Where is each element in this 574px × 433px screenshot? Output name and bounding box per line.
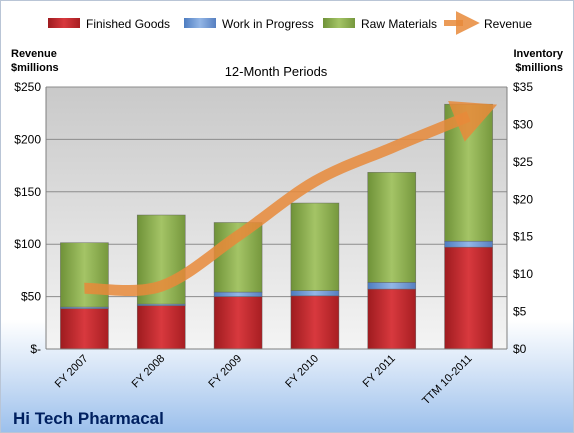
left-axis-label-line1: Revenue [11,48,57,60]
bar-finished-goods [367,288,417,350]
bar-work-in-progress [367,282,417,290]
right-tick-label: $0 [513,342,527,356]
x-tick-label: TTM 10-2011 [420,353,475,408]
bar-work-in-progress [444,240,493,248]
left-tick-label: $200 [14,132,41,146]
bar-finished-goods [444,246,493,350]
bar-finished-goods [290,295,340,350]
bar-finished-goods [136,305,186,350]
right-tick-label: $25 [513,155,533,169]
right-tick-label: $30 [513,117,533,131]
left-tick-label: $150 [14,185,41,199]
right-tick-label: $15 [513,230,533,244]
legend-swatch-raw-materials [323,18,355,28]
bar-finished-goods [213,296,263,350]
x-tick-label: FY 2008 [130,353,168,391]
legend-label-work-in-progress: Work in Progress [222,17,314,31]
gridlines [46,86,507,298]
axes [45,87,508,350]
legend-label-revenue: Revenue [484,17,532,31]
bar-work-in-progress [290,290,340,297]
left-tick-label: $- [30,342,41,356]
bar-raw-materials [367,172,417,283]
line-revenue [84,100,498,296]
x-tick-label: FY 2010 [283,353,321,391]
legend-label-finished-goods: Finished Goods [86,17,170,31]
left-tick-label: $100 [14,237,41,251]
company-name: Hi Tech Pharmacal [13,409,164,428]
left-tick-label: $250 [14,80,41,94]
bar-finished-goods [60,308,109,350]
revenue-line [84,100,498,296]
right-axis-label-line1: Inventory [513,48,563,60]
left-tick-label: $50 [21,290,41,304]
x-tick-label: FY 2007 [53,353,91,391]
bars [60,103,493,350]
x-tick-label: FY 2009 [206,353,244,391]
right-tick-label: $20 [513,192,533,206]
legend-swatch-finished-goods [48,18,80,28]
right-tick-label: $5 [513,305,527,319]
bar-work-in-progress [213,291,263,297]
bar-raw-materials [290,202,340,291]
right-tick-label: $10 [513,267,533,281]
chart-title: 12-Month Periods [225,64,328,79]
legend-swatch-work-in-progress [184,18,216,28]
right-axis-label-line2: $millions [515,62,563,74]
right-tick-label: $35 [513,80,533,94]
legend: Finished Goods Work in Progress Raw Mate… [48,11,532,35]
legend-label-raw-materials: Raw Materials [361,17,437,31]
x-tick-label: FY 2011 [361,353,398,390]
bar-raw-materials [60,242,109,308]
left-axis-label-line2: $millions [11,62,59,74]
